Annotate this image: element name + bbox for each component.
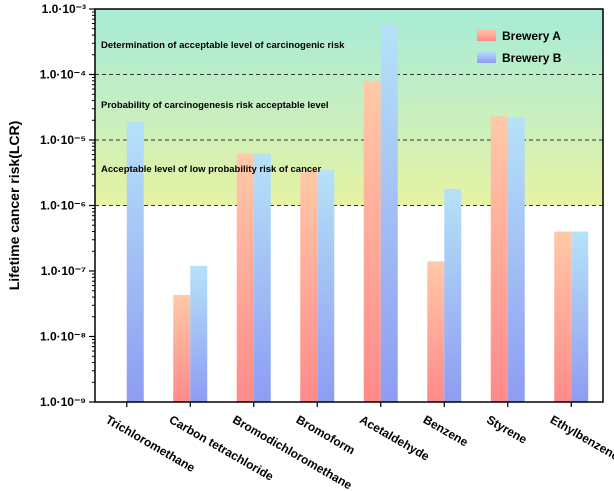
bar-brewery-b [253,153,271,402]
bar-brewery-a [236,153,254,402]
bar-brewery-a [363,80,381,403]
y-tick-label: 1.0·10⁻⁴ [40,68,86,82]
y-tick-label: 1.0·10⁻⁹ [40,395,86,409]
bar-brewery-a [554,231,572,402]
zone-label: Probability of carcinogenesis risk accep… [101,100,329,111]
bar-brewery-b [380,24,398,403]
y-axis-title: Lifetime cancer risk(LCR) [6,121,22,291]
legend: Brewery A Brewery B [477,29,562,65]
x-category-label: Ethylbenzene [548,412,614,463]
x-category-label: Carbon tetrachloride [167,412,276,483]
y-tick-label: 1.0·10⁻⁵ [40,133,86,147]
bar-brewery-b [190,265,208,402]
bar-brewery-a [173,295,191,402]
legend-swatch [477,51,496,63]
y-axis: 1.0·10⁻⁹ 1.0·10⁻⁸ 1.0·10⁻⁷ 1.0·10⁻⁶ 1.0·10⁻⁵… [40,2,95,409]
y-tick-label: 1.0·10⁻⁸ [40,330,86,344]
y-tick-label: 1.0·10⁻⁶ [40,199,86,213]
bar-brewery-b [571,231,589,402]
bar-brewery-a [490,116,508,402]
bar-brewery-b [317,169,335,402]
x-category-label: Acetaldehyde [357,412,432,463]
y-tick-label: 1.0·10⁻⁷ [41,264,86,278]
bar-brewery-b [507,117,525,402]
bars [126,24,589,403]
zone-label: Determination of acceptable level of car… [101,40,345,51]
legend-label: Brewery B [502,51,562,65]
bar-brewery-b [126,121,144,402]
legend-label: Brewery A [502,29,561,43]
zone-label: Acceptable level of low probability risk… [101,164,321,175]
bar-brewery-a [427,261,445,402]
bar-brewery-b [444,188,462,402]
x-category-label: Styrene [484,412,529,446]
zone-labels: Determination of acceptable level of car… [101,40,345,175]
x-category-label: Benzene [421,412,471,449]
bar-brewery-a [300,169,318,402]
y-tick-label: 1.0·10⁻³ [42,2,86,16]
legend-swatch [477,29,496,41]
x-category-label: Bromodichloromethane [230,412,354,491]
